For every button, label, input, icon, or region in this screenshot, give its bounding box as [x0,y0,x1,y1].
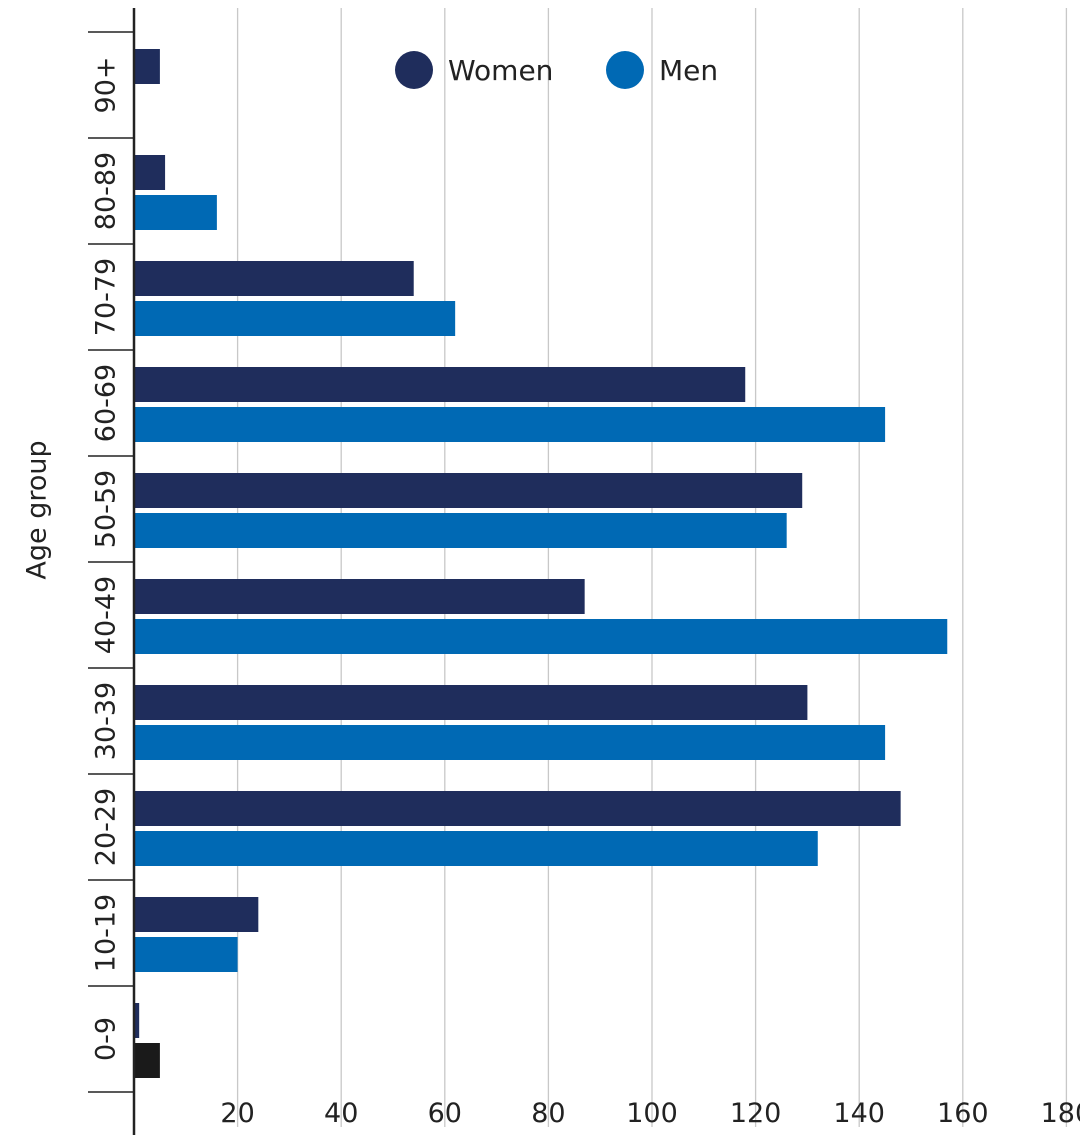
y-category-label: 90+ [91,57,122,114]
y-axis-title: Age group [22,440,53,579]
bar-men [134,513,787,548]
x-tick-label: 140 [833,1098,885,1129]
bar-men [134,1043,160,1078]
bar-men [134,407,886,442]
bar-men [134,937,238,972]
bar-women [134,579,585,614]
x-tick-label: 40 [324,1098,358,1129]
legend-label: Women [448,54,553,87]
y-category-label: 70-79 [91,258,122,336]
y-category-label: 50-59 [91,470,122,548]
legend-label: Men [659,54,718,87]
y-category-label: 60-69 [91,364,122,442]
x-tick-label: 60 [428,1098,462,1129]
bar-women [134,685,808,720]
bar-men [134,831,818,866]
bar-men [134,195,217,230]
legend-swatch [395,51,433,89]
bar-women [134,791,901,826]
x-axis-ticks: 20 40 60 80 100 120 140 160 180 [220,1098,1080,1129]
x-tick-label: 100 [626,1098,678,1129]
y-category-label: 20-29 [91,788,122,866]
y-category-label: 30-39 [91,682,122,760]
bar-women [134,897,259,932]
y-category-label: 0-9 [91,1017,122,1061]
x-tick-label: 160 [937,1098,989,1129]
bar-women [134,49,160,84]
y-category-label: 40-49 [91,576,122,654]
x-tick-label: 80 [531,1098,565,1129]
bar-women [134,473,803,508]
bar-women [134,367,746,402]
bar-women [134,155,166,190]
x-tick-label: 20 [220,1098,254,1129]
bar-women [134,261,414,296]
bar-men [134,725,886,760]
x-tick-label: 180 [1041,1098,1080,1129]
legend: Women Men [395,51,718,89]
y-category-label: 10-19 [91,894,122,972]
bar-men [134,301,456,336]
bar-men [134,619,948,654]
legend-swatch [606,51,644,89]
y-axis-categories: 90+ 80-89 70-79 60-69 50-59 40-49 30-39 20-29 10… [88,31,134,1093]
bar-women [134,1003,140,1038]
gridlines [236,8,1068,1127]
x-tick-label: 120 [730,1098,782,1129]
bars [134,49,948,1078]
y-category-label: 80-89 [91,152,122,230]
